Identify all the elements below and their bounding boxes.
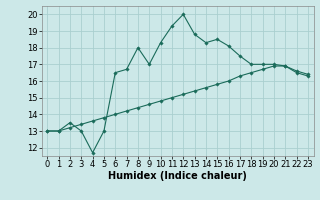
X-axis label: Humidex (Indice chaleur): Humidex (Indice chaleur) [108,171,247,181]
